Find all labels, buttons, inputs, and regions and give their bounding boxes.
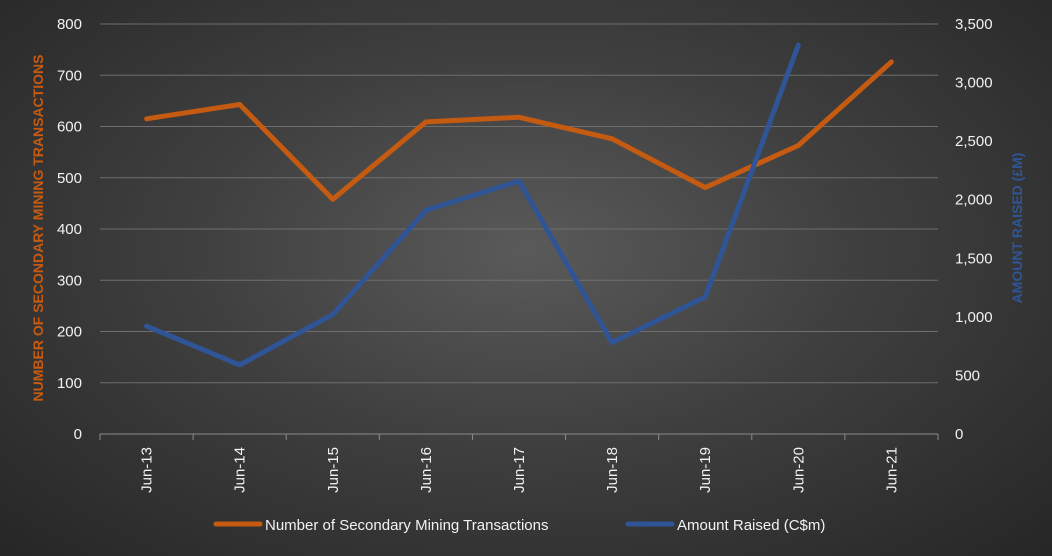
tick-labels: 0 100 200 300 400 500 600 700 800 0 500 1,000 1,500 2… [57,16,993,493]
series-lines [144,42,894,368]
right-y-tick-label: 1,500 [955,250,993,267]
legend-label: Number of Secondary Mining Transactions [265,517,548,534]
series-line [144,59,894,202]
x-tick-label: Jun-14 [232,447,249,493]
right-axis-title: AMOUNT RAISED (£M) [1009,153,1025,304]
left-axis-title: NUMBER OF SECONDARY MINING TRANSACTIONS [30,55,46,402]
left-y-tick-label: 400 [57,221,82,238]
left-y-tick-label: 200 [57,324,82,341]
right-y-tick-label: 3,000 [955,75,993,92]
left-y-tick-label: 600 [57,119,82,136]
left-y-tick-label: 100 [57,375,82,392]
right-y-tick-label: 2,000 [955,192,993,209]
right-y-tick-label: 0 [955,426,963,443]
gridlines [100,23,938,384]
legend-label: Amount Raised (C$m) [677,517,825,534]
axes [99,433,939,440]
x-tick-label: Jun-18 [604,447,621,493]
x-tick-label: Jun-16 [418,447,435,493]
series-line [144,42,801,368]
left-y-tick-label: 0 [74,426,82,443]
left-y-tick-label: 500 [57,170,82,187]
left-y-tick-label: 300 [57,272,82,289]
x-tick-label: Jun-17 [511,447,528,493]
left-y-tick-label: 800 [57,16,82,33]
right-y-tick-label: 500 [955,367,980,384]
x-tick-label: Jun-19 [697,447,714,493]
x-tick-label: Jun-13 [139,447,156,493]
left-y-tick-label: 700 [57,67,82,84]
x-tick-label: Jun-20 [790,447,807,493]
right-y-tick-label: 3,500 [955,16,993,33]
x-tick-label: Jun-21 [883,447,900,493]
right-y-tick-label: 2,500 [955,133,993,150]
x-tick-label: Jun-15 [325,447,342,493]
right-y-tick-label: 1,000 [955,309,993,326]
legend: Number of Secondary Mining Transactions A… [213,517,825,534]
